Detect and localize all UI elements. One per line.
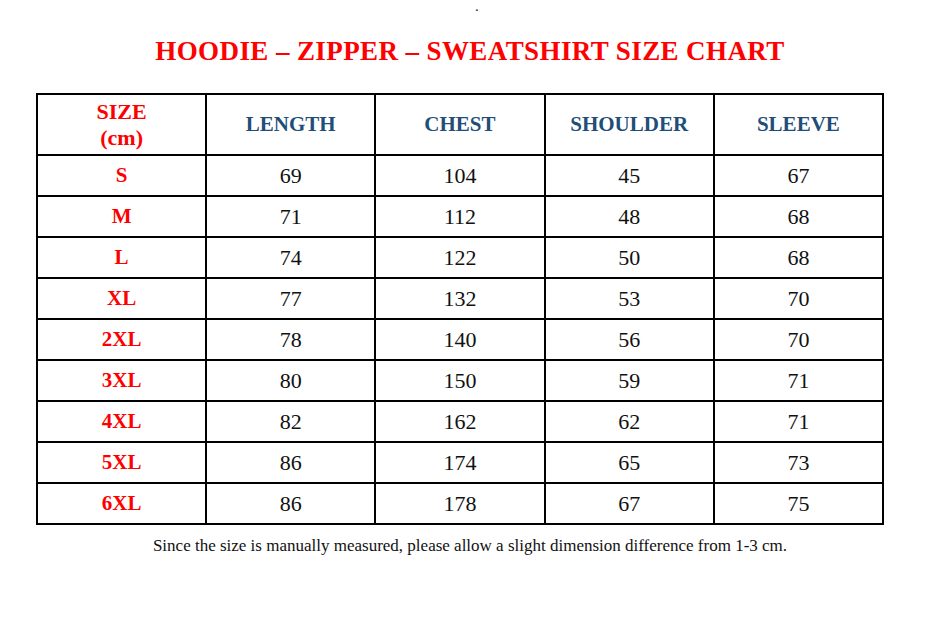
row-size-label: 4XL [37,401,206,442]
cell-value: 50 [545,237,714,278]
cell-value: 59 [545,360,714,401]
cell-value: 162 [375,401,544,442]
cell-value: 77 [206,278,375,319]
cell-value: 86 [206,483,375,524]
size-header-line2: (cm) [38,125,205,150]
column-header-size: SIZE (cm) [37,94,206,155]
row-size-label: 5XL [37,442,206,483]
cell-value: 174 [375,442,544,483]
footer-note: Since the size is manually measured, ple… [0,536,940,556]
row-size-label: S [37,155,206,196]
column-header-chest: CHEST [375,94,544,155]
cell-value: 48 [545,196,714,237]
cell-value: 132 [375,278,544,319]
table-row: 5XL 86 174 65 73 [37,442,883,483]
table-row: 2XL 78 140 56 70 [37,319,883,360]
cell-value: 150 [375,360,544,401]
cell-value: 68 [714,196,883,237]
row-size-label: 2XL [37,319,206,360]
cell-value: 53 [545,278,714,319]
row-size-label: 6XL [37,483,206,524]
table-row: 3XL 80 150 59 71 [37,360,883,401]
cell-value: 82 [206,401,375,442]
header-row: SIZE (cm) LENGTH CHEST SHOULDER SLEEVE [37,94,883,155]
cell-value: 67 [545,483,714,524]
cell-value: 56 [545,319,714,360]
cell-value: 71 [714,360,883,401]
cell-value: 62 [545,401,714,442]
row-size-label: 3XL [37,360,206,401]
cell-value: 67 [714,155,883,196]
cell-value: 74 [206,237,375,278]
cell-value: 71 [206,196,375,237]
cell-value: 65 [545,442,714,483]
cell-value: 178 [375,483,544,524]
column-header-sleeve: SLEEVE [714,94,883,155]
table-row: L 74 122 50 68 [37,237,883,278]
cell-value: 68 [714,237,883,278]
page-title: HOODIE – ZIPPER – SWEATSHIRT SIZE CHART [0,36,940,67]
row-size-label: XL [37,278,206,319]
column-header-shoulder: SHOULDER [545,94,714,155]
cell-value: 70 [714,319,883,360]
cell-value: 140 [375,319,544,360]
cell-value: 70 [714,278,883,319]
cell-value: 45 [545,155,714,196]
row-size-label: L [37,237,206,278]
cell-value: 80 [206,360,375,401]
table-row: 4XL 82 162 62 71 [37,401,883,442]
cell-value: 112 [375,196,544,237]
size-header-line1: SIZE [38,99,205,124]
column-header-length: LENGTH [206,94,375,155]
size-chart-table: SIZE (cm) LENGTH CHEST SHOULDER SLEEVE S… [36,93,884,525]
cell-value: 122 [375,237,544,278]
cell-value: 73 [714,442,883,483]
cell-value: 69 [206,155,375,196]
table-row: S 69 104 45 67 [37,155,883,196]
cell-value: 104 [375,155,544,196]
cell-value: 71 [714,401,883,442]
stray-dot-artifact: . [475,0,479,15]
row-size-label: M [37,196,206,237]
table-row: 6XL 86 178 67 75 [37,483,883,524]
cell-value: 86 [206,442,375,483]
cell-value: 75 [714,483,883,524]
cell-value: 78 [206,319,375,360]
table-row: XL 77 132 53 70 [37,278,883,319]
table-row: M 71 112 48 68 [37,196,883,237]
